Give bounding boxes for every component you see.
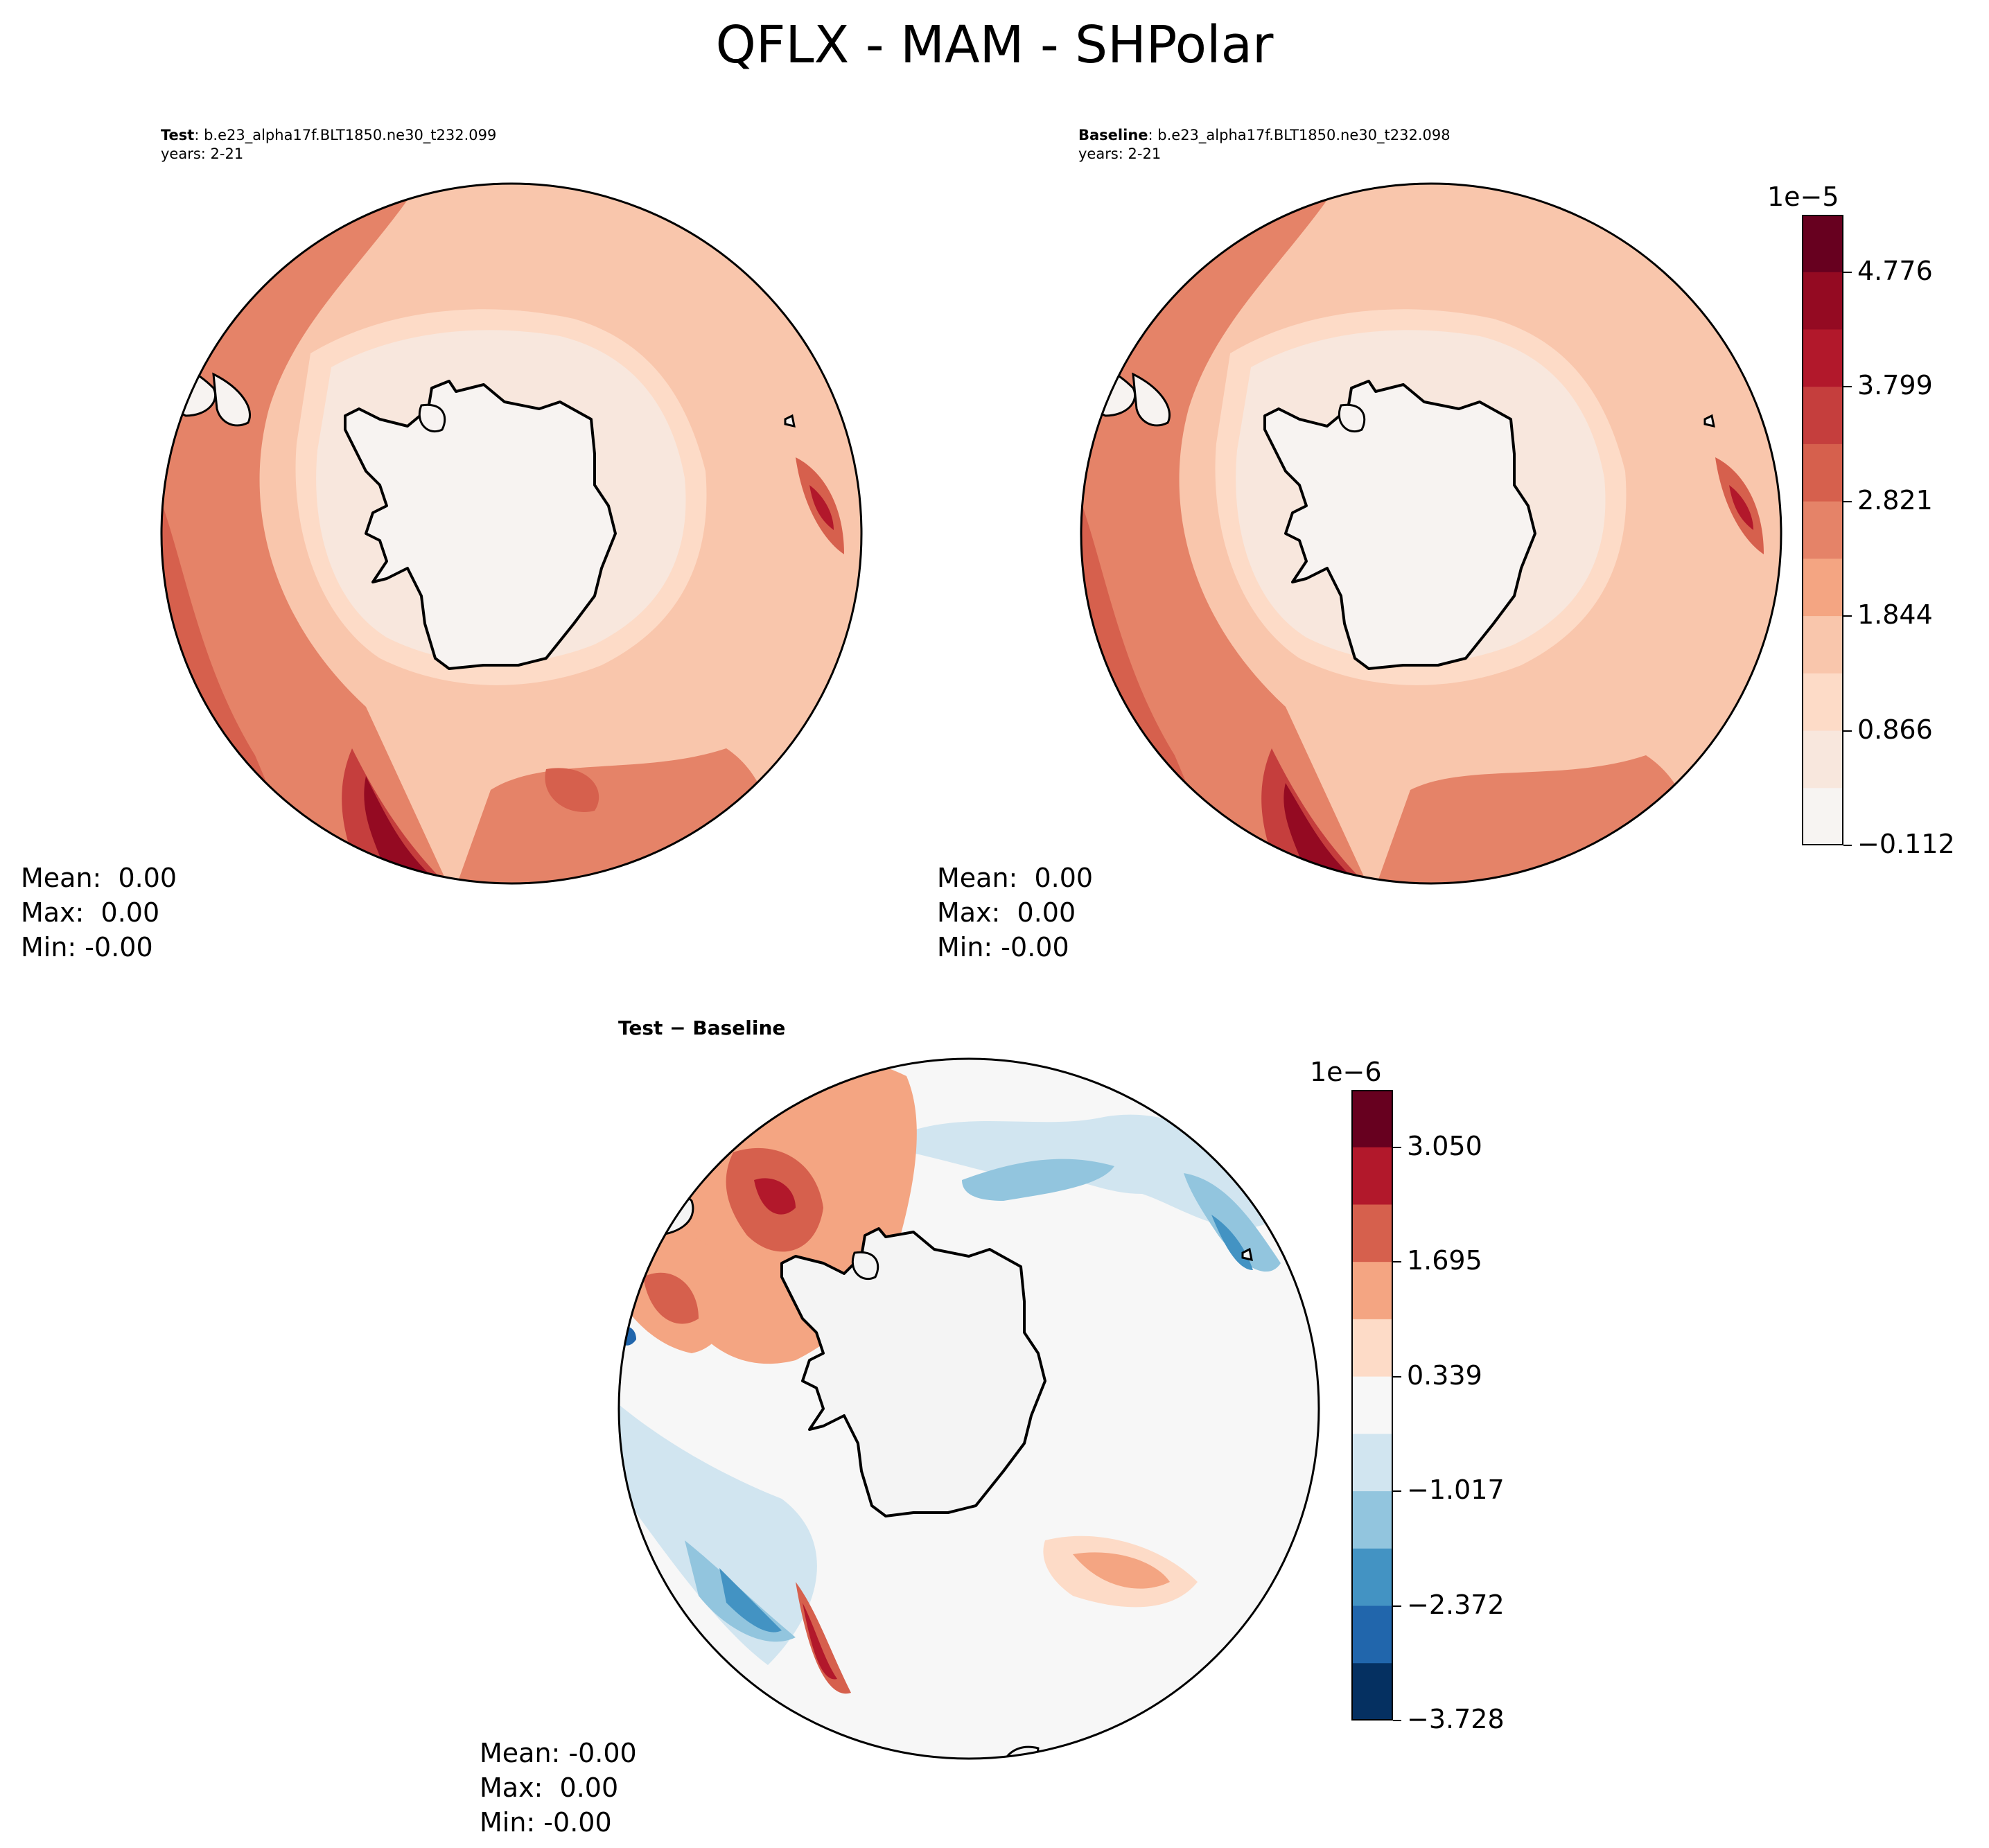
baseline-case-name: : b.e23_alpha17f.BLT1850.ne30_t232.098 bbox=[1148, 127, 1451, 143]
diff-colorbar-tick-label: −2.372 bbox=[1407, 1589, 1505, 1620]
main-colorbar-tick-label: 4.776 bbox=[1857, 255, 1933, 286]
test-stats: Mean: 0.00 Max: 0.00 Min: -0.00 bbox=[21, 861, 177, 965]
main-colorbar-tick-mark bbox=[1843, 271, 1852, 273]
test-panel-title: Test: b.e23_alpha17f.BLT1850.ne30_t232.0… bbox=[161, 126, 496, 145]
test-polar-map bbox=[160, 182, 863, 885]
baseline-polar-map bbox=[1080, 182, 1782, 885]
diff-colorbar-segment bbox=[1351, 1147, 1393, 1205]
baseline-panel-title: Baseline: b.e23_alpha17f.BLT1850.ne30_t2… bbox=[1078, 126, 1451, 145]
main-colorbar-tick-mark bbox=[1843, 386, 1852, 388]
diff-polar-map bbox=[617, 1057, 1320, 1760]
main-colorbar-segment bbox=[1802, 387, 1843, 445]
diff-stats: Mean: -0.00 Max: 0.00 Min: -0.00 bbox=[480, 1736, 637, 1840]
baseline-stats: Mean: 0.00 Max: 0.00 Min: -0.00 bbox=[937, 861, 1093, 965]
diff-colorbar-tick-mark bbox=[1393, 1146, 1401, 1148]
test-max: Max: 0.00 bbox=[21, 897, 160, 928]
diff-mean: Mean: -0.00 bbox=[480, 1738, 637, 1768]
diff-colorbar-segment bbox=[1351, 1262, 1393, 1320]
diff-colorbar-segment bbox=[1351, 1376, 1393, 1434]
diff-colorbar-tick-label: 0.339 bbox=[1407, 1359, 1482, 1391]
main-colorbar-segment bbox=[1802, 272, 1843, 330]
diff-colorbar-segment bbox=[1351, 1605, 1393, 1664]
diff-colorbar-segment bbox=[1351, 1434, 1393, 1492]
diff-colorbar-segment bbox=[1351, 1548, 1393, 1607]
main-colorbar-exponent: 1e−5 bbox=[1767, 182, 1839, 212]
main-colorbar-tick-label: 0.866 bbox=[1857, 714, 1933, 745]
diff-colorbar-tick-label: 3.050 bbox=[1407, 1130, 1482, 1161]
baseline-min: Min: -0.00 bbox=[937, 932, 1069, 962]
diff-colorbar-tick-label: 1.695 bbox=[1407, 1245, 1482, 1276]
diff-min: Min: -0.00 bbox=[480, 1807, 612, 1838]
diff-colorbar-exponent: 1e−6 bbox=[1310, 1057, 1382, 1087]
baseline-title-label: Baseline bbox=[1078, 127, 1148, 143]
diff-panel-title: Test − Baseline bbox=[618, 1017, 786, 1039]
main-colorbar-segment bbox=[1802, 788, 1843, 845]
main-colorbar-tick-mark bbox=[1843, 500, 1852, 502]
main-colorbar-segment bbox=[1802, 616, 1843, 674]
main-colorbar-tick-mark bbox=[1843, 730, 1852, 732]
diff-colorbar-segment bbox=[1351, 1090, 1393, 1148]
main-colorbar-segment bbox=[1802, 443, 1843, 502]
diff-colorbar-tick-mark bbox=[1393, 1490, 1401, 1493]
diff-max: Max: 0.00 bbox=[480, 1772, 619, 1803]
main-colorbar-segment bbox=[1802, 501, 1843, 559]
diff-colorbar-segment bbox=[1351, 1319, 1393, 1378]
main-colorbar-tick-label: −0.112 bbox=[1857, 829, 1955, 859]
main-colorbar-tick-label: 1.844 bbox=[1857, 599, 1933, 631]
main-colorbar-tick-mark bbox=[1843, 845, 1852, 846]
diff-colorbar-segment bbox=[1351, 1204, 1393, 1262]
test-case-name: : b.e23_alpha17f.BLT1850.ne30_t232.099 bbox=[194, 127, 497, 143]
baseline-years: years: 2-21 bbox=[1078, 146, 1162, 162]
main-colorbar-tick-mark bbox=[1843, 615, 1852, 617]
diff-colorbar-tick-label: −3.728 bbox=[1407, 1704, 1505, 1734]
diff-colorbar-tick-mark bbox=[1393, 1720, 1401, 1721]
main-colorbar-segment bbox=[1802, 558, 1843, 617]
figure-title: QFLX - MAM - SHPolar bbox=[715, 15, 1274, 75]
main-colorbar-segment bbox=[1802, 673, 1843, 732]
main-colorbar-segment bbox=[1802, 730, 1843, 789]
diff-colorbar-segment bbox=[1351, 1491, 1393, 1549]
main-colorbar-tick-label: 2.821 bbox=[1857, 484, 1933, 516]
main-colorbar-segment bbox=[1802, 329, 1843, 387]
test-min: Min: -0.00 bbox=[21, 932, 153, 962]
diff-colorbar bbox=[1351, 1090, 1393, 1721]
diff-colorbar-tick-mark bbox=[1393, 1605, 1401, 1607]
baseline-max: Max: 0.00 bbox=[937, 897, 1076, 928]
test-mean: Mean: 0.00 bbox=[21, 863, 177, 893]
test-years: years: 2-21 bbox=[161, 146, 244, 162]
main-colorbar-tick-label: 3.799 bbox=[1857, 370, 1933, 401]
diff-colorbar-tick-mark bbox=[1393, 1261, 1401, 1263]
main-colorbar bbox=[1802, 215, 1843, 845]
baseline-mean: Mean: 0.00 bbox=[937, 863, 1094, 893]
diff-colorbar-tick-mark bbox=[1393, 1375, 1401, 1378]
diff-colorbar-segment bbox=[1351, 1663, 1393, 1721]
diff-colorbar-tick-label: −1.017 bbox=[1407, 1475, 1505, 1506]
main-colorbar-segment bbox=[1802, 215, 1843, 273]
test-title-label: Test bbox=[161, 127, 195, 143]
